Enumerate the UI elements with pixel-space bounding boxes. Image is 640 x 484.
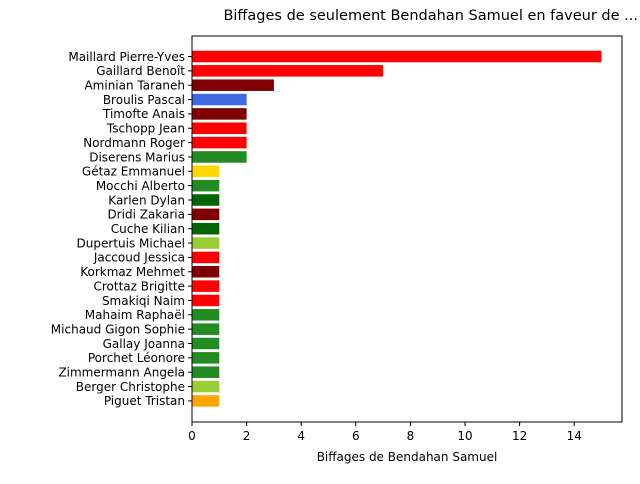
y-tick-label: Maillard Pierre-Yves (68, 50, 185, 64)
x-axis-label: Biffages de Bendahan Samuel (316, 450, 498, 464)
bar-8 (192, 151, 247, 163)
bar-5 (192, 108, 247, 120)
plot-frame (191, 35, 623, 423)
bar-13 (192, 222, 220, 235)
y-tick-label: Nordmann Roger (83, 136, 185, 150)
bar-24 (192, 380, 220, 393)
bar-1 (192, 50, 602, 63)
y-tick-label: Dupertuis Michael (77, 236, 185, 250)
x-tick-label: 6 (352, 429, 360, 443)
bar-18 (192, 294, 220, 307)
bar-3 (192, 79, 274, 91)
bar-21 (192, 337, 220, 350)
y-tick-label: Gallay Joanna (103, 337, 185, 351)
bars-layer (192, 50, 602, 407)
bar-25 (192, 395, 220, 407)
bar-19 (192, 309, 220, 321)
y-tick-label: Korkmaz Mehmet (80, 265, 185, 279)
bar-9 (192, 165, 220, 178)
y-tick-label: Zimmermann Angela (58, 366, 185, 380)
y-tick-label: Gétaz Emmanuel (82, 165, 185, 179)
y-tick-label: Porchet Léonore (88, 351, 185, 365)
y-tick-label: Berger Christophe (76, 380, 185, 394)
y-tick-label: Jaccoud Jessica (93, 251, 185, 265)
y-tick-label: Tschopp Jean (106, 122, 185, 136)
bar-17 (192, 280, 220, 292)
y-tick-label: Cuche Kilian (111, 222, 185, 236)
bar-12 (192, 208, 220, 221)
y-tick-label: Smakiqi Naim (102, 294, 185, 308)
y-tick-label: Mahaim Raphaël (85, 308, 185, 322)
bar-16 (192, 266, 220, 278)
y-tick-label: Karlen Dylan (108, 193, 185, 207)
x-tick-label: 8 (407, 429, 415, 443)
y-tick-label: Timofte Anais (102, 107, 185, 121)
x-ticks: 0 2 4 6 8 10 12 14 (188, 422, 582, 443)
bar-23 (192, 366, 220, 378)
y-tick-label: Dridi Zakaria (107, 208, 185, 222)
bar-2 (192, 65, 384, 77)
y-tick-label: Aminian Taraneh (84, 79, 185, 93)
bar-14 (192, 237, 220, 249)
bar-22 (192, 352, 220, 364)
y-tick-label: Diserens Marius (89, 150, 185, 164)
chart-title: Biffages de seulement Bendahan Samuel en… (223, 8, 638, 24)
y-tick-label: Crottaz Brigitte (93, 279, 185, 293)
x-tick-label: 0 (188, 429, 196, 443)
bar-15 (192, 251, 220, 264)
bar-7 (192, 136, 247, 149)
x-tick-label: 4 (297, 429, 305, 443)
y-tick-label: Broulis Pascal (103, 93, 185, 107)
bar-4 (192, 93, 247, 106)
y-tick-label: Piguet Tristan (104, 394, 185, 408)
y-tick-label: Gaillard Benoît (96, 64, 185, 78)
x-tick-label: 10 (457, 429, 472, 443)
bar-6 (192, 122, 247, 134)
bar-11 (192, 194, 220, 206)
x-tick-label: 12 (512, 429, 527, 443)
x-tick-label: 2 (243, 429, 251, 443)
bar-10 (192, 179, 220, 192)
y-tick-label: Mocchi Alberto (96, 179, 185, 193)
x-tick-label: 14 (567, 429, 582, 443)
y-tick-label: Michaud Gigon Sophie (51, 322, 185, 336)
bar-20 (192, 323, 220, 335)
